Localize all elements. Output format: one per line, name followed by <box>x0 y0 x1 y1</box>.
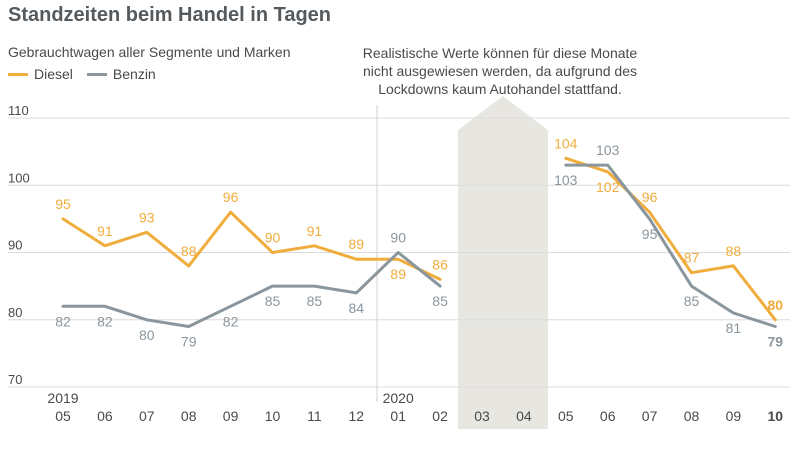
data-label-benzin-9: 85 <box>432 293 448 309</box>
x-tick-13: 06 <box>600 408 616 424</box>
data-label-diesel-3: 88 <box>181 243 197 259</box>
data-label-benzin-8: 90 <box>390 230 406 246</box>
data-label-diesel-12: 104 <box>554 135 578 151</box>
data-label-benzin-12: 103 <box>554 172 578 188</box>
y-tick-110: 110 <box>8 103 29 118</box>
lockdown-note-line-3: Lockdowns kaum Autohandel stattfand. <box>378 81 622 97</box>
legend-item-benzin: Benzin <box>86 66 156 82</box>
data-label-benzin-13: 103 <box>596 142 620 158</box>
x-tick-9: 02 <box>432 408 448 424</box>
data-label-benzin-3: 79 <box>181 333 197 349</box>
data-label-benzin-2: 80 <box>139 327 155 343</box>
x-tick-16: 09 <box>726 408 742 424</box>
chart-title: Standzeiten beim Handel in Tagen <box>8 4 332 26</box>
chart-subtitle: Gebrauchtwagen aller Segmente und Marken <box>8 44 291 60</box>
data-label-diesel-8: 89 <box>390 266 406 282</box>
data-label-diesel-0: 95 <box>55 196 71 212</box>
data-label-diesel-7: 89 <box>349 236 365 252</box>
data-label-benzin-16: 81 <box>726 320 742 336</box>
data-label-diesel-15: 87 <box>684 250 700 266</box>
x-tick-17: 10 <box>768 408 784 424</box>
x-tick-2: 07 <box>139 408 155 424</box>
x-tick-14: 07 <box>642 408 658 424</box>
data-label-diesel-13: 102 <box>596 179 620 195</box>
x-tick-12: 05 <box>558 408 574 424</box>
data-label-diesel-9: 86 <box>432 256 448 272</box>
data-label-diesel-5: 90 <box>265 230 281 246</box>
legend-swatch-diesel <box>8 72 28 76</box>
year-label-2019: 2019 <box>47 390 78 406</box>
lockdown-shade <box>458 96 548 429</box>
x-tick-0: 05 <box>55 408 71 424</box>
data-label-benzin-1: 82 <box>97 313 113 329</box>
series-line-benzin <box>61 163 777 328</box>
legend-swatch-benzin <box>86 72 107 76</box>
legend-label-diesel: Diesel <box>34 66 73 82</box>
x-tick-8: 01 <box>390 408 406 424</box>
data-label-benzin-0: 82 <box>55 313 71 329</box>
data-label-benzin-4: 82 <box>223 313 239 329</box>
x-tick-10: 03 <box>474 408 490 424</box>
data-label-benzin-14: 95 <box>642 226 658 242</box>
data-label-diesel-17: 80 <box>768 297 784 313</box>
x-tick-5: 10 <box>265 408 281 424</box>
data-label-diesel-2: 93 <box>139 209 155 225</box>
x-tick-1: 06 <box>97 408 113 424</box>
data-label-benzin-5: 85 <box>265 293 281 309</box>
data-label-benzin-17: 79 <box>768 333 784 349</box>
lockdown-note-line-1: Realistische Werte können für diese Mona… <box>362 45 638 61</box>
series-line-diesel <box>61 156 777 322</box>
x-tick-15: 08 <box>684 408 700 424</box>
data-label-diesel-14: 96 <box>642 189 658 205</box>
year-label-2020: 2020 <box>383 390 414 406</box>
data-label-benzin-15: 85 <box>684 293 700 309</box>
x-tick-7: 12 <box>349 408 365 424</box>
data-label-diesel-1: 91 <box>97 223 113 239</box>
data-label-diesel-16: 88 <box>726 243 742 259</box>
y-tick-70: 70 <box>8 372 22 387</box>
x-tick-3: 08 <box>181 408 197 424</box>
legend-label-benzin: Benzin <box>112 66 156 82</box>
x-tick-6: 11 <box>307 408 322 424</box>
data-label-diesel-4: 96 <box>223 189 239 205</box>
y-tick-80: 80 <box>8 305 22 320</box>
legend: Diesel Benzin <box>8 66 170 82</box>
legend-item-diesel: Diesel <box>8 66 73 82</box>
lockdown-note-line-2: nicht ausgewiesen werden, da aufgrund de… <box>363 63 637 79</box>
x-tick-4: 09 <box>223 408 239 424</box>
y-tick-90: 90 <box>8 238 22 253</box>
lockdown-note: Realistische Werte können für diese Mona… <box>340 44 660 98</box>
data-label-benzin-7: 84 <box>349 300 365 316</box>
data-label-benzin-6: 85 <box>307 293 323 309</box>
x-tick-11: 04 <box>516 408 532 424</box>
data-label-diesel-6: 91 <box>307 223 323 239</box>
y-tick-100: 100 <box>8 170 30 185</box>
